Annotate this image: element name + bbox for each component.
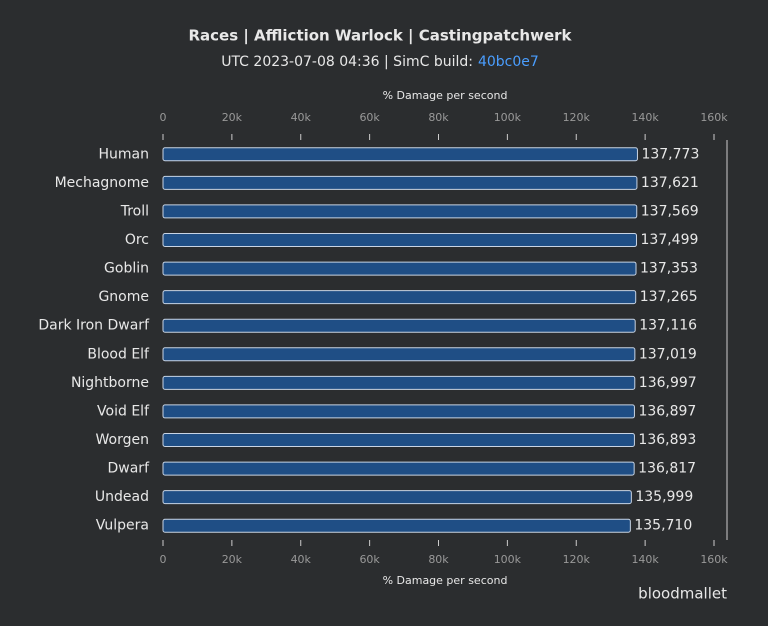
category-label: Dwarf [108, 461, 151, 477]
x-tick-label-top: 20k [222, 111, 243, 124]
bar [162, 461, 635, 476]
value-label: 135,999 [635, 489, 693, 505]
x-tick-label-bottom: 100k [494, 553, 522, 566]
category-label: Goblin [104, 261, 149, 277]
value-label: 137,499 [641, 232, 699, 248]
x-tick-label-bottom: 0 [160, 553, 167, 566]
x-tick-label-bottom: 20k [222, 553, 243, 566]
x-tick-label-top: 0 [160, 111, 167, 124]
category-label: Troll [120, 203, 149, 219]
chart-title: Races | Affliction Warlock | Castingpatc… [188, 27, 572, 46]
value-label: 136,817 [638, 461, 696, 477]
category-label: Vulpera [96, 518, 149, 534]
bar [162, 204, 638, 219]
bar [162, 233, 638, 247]
x-tick-label-bottom: 40k [291, 553, 312, 566]
x-tick-label-bottom: 160k [700, 553, 728, 566]
x-tick-label-bottom: 120k [563, 553, 591, 566]
category-label: Worgen [96, 432, 149, 448]
category-label: Dark Iron Dwarf [38, 318, 150, 334]
value-label: 136,893 [638, 432, 696, 448]
value-label: 137,116 [639, 318, 697, 334]
category-label: Void Elf [97, 403, 150, 419]
x-axis-title-top: % Damage per second [383, 89, 508, 102]
category-label: Nightborne [71, 375, 149, 391]
chart-subtitle: UTC 2023-07-08 04:36 | SimC build: 40bc0e… [221, 54, 539, 70]
x-tick-label-top: 80k [428, 111, 449, 124]
x-tick-label-top: 40k [291, 111, 312, 124]
x-tick-label-top: 100k [494, 111, 522, 124]
bar [162, 490, 632, 505]
build-link[interactable]: 40bc0e7 [478, 54, 539, 70]
value-label: 137,019 [639, 346, 697, 362]
value-label: 137,773 [641, 146, 699, 162]
value-label: 137,265 [640, 289, 698, 305]
x-tick-label-top: 60k [359, 111, 380, 124]
x-tick-label-bottom: 60k [359, 553, 380, 566]
x-tick-label-top: 120k [563, 111, 591, 124]
value-label: 137,621 [641, 175, 699, 191]
value-label: 136,897 [638, 403, 696, 419]
category-label: Mechagnome [55, 175, 149, 191]
category-label: Human [99, 146, 150, 162]
value-label: 135,710 [634, 518, 692, 534]
bar [162, 375, 636, 390]
x-tick-label-bottom: 80k [428, 553, 449, 566]
x-tick-label-top: 140k [631, 111, 659, 124]
x-tick-label-top: 160k [700, 111, 728, 124]
bar [162, 347, 636, 362]
x-axis-title-bottom: % Damage per second [383, 574, 508, 587]
bar [162, 261, 637, 276]
subtitle-text: UTC 2023-07-08 04:36 | SimC build: [221, 54, 473, 70]
bar [162, 518, 631, 533]
bar [162, 175, 638, 190]
bar [162, 404, 635, 419]
category-label: Undead [95, 489, 149, 505]
value-label: 137,353 [640, 261, 698, 277]
bar [162, 290, 637, 305]
category-label: Blood Elf [87, 346, 150, 362]
category-label: Orc [125, 232, 149, 248]
bar [162, 147, 638, 162]
bar [162, 318, 636, 333]
value-label: 137,569 [641, 203, 699, 219]
watermark: bloodmallet [638, 585, 727, 603]
x-tick-label-bottom: 140k [631, 553, 659, 566]
category-label: Gnome [98, 289, 149, 305]
bar [162, 433, 635, 447]
value-label: 136,997 [639, 375, 697, 391]
